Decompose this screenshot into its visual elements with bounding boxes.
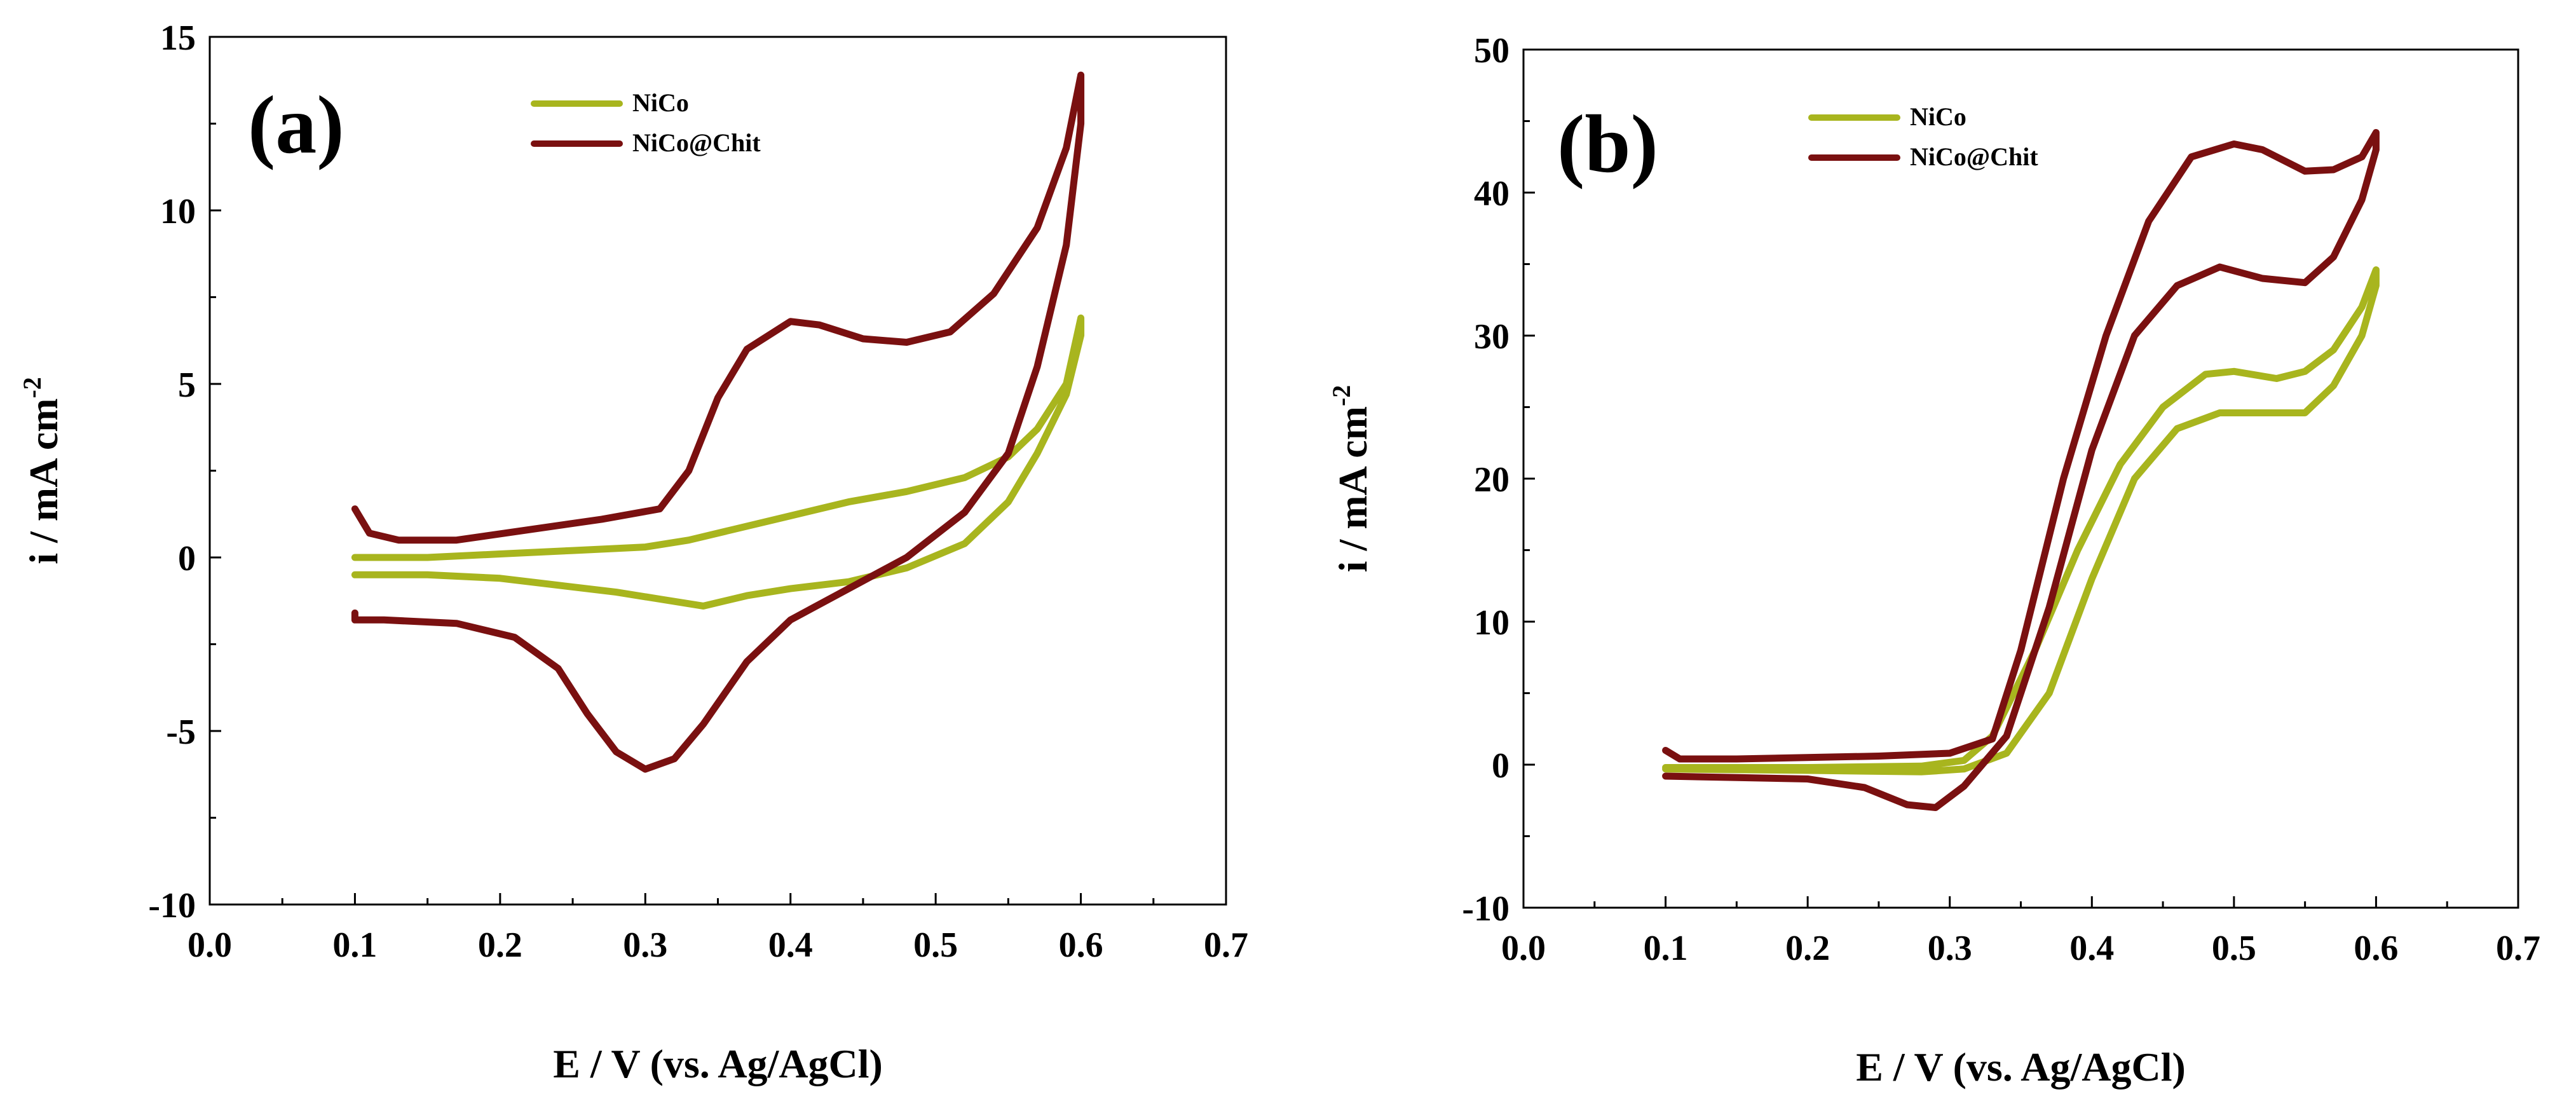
x-tick-label-b: 0.7 (2496, 929, 2540, 968)
series-line-b-nico-chit (1662, 129, 2380, 811)
y-ticks-b: -10 0 10 20 30 40 50 (1462, 31, 1535, 929)
y-tick-label-b: 50 (1474, 31, 1509, 71)
x-tick-label-b: 0.2 (1785, 929, 1830, 968)
y-tick-label-a: 10 (160, 192, 196, 231)
y-tick-label-b: 10 (1474, 603, 1509, 643)
x-tick-label-a: 0.7 (1204, 925, 1248, 965)
x-tick-label-a: 0.0 (187, 925, 232, 965)
x-tick-label-b: 0.3 (1928, 929, 1972, 968)
x-ticks-b: 0.0 0.1 0.2 0.3 0.4 0.5 0.6 0.7 (1501, 896, 2540, 968)
panel-label-a: (a) (248, 79, 344, 171)
y-axis-label-b: i / mA cm-2 (1327, 385, 1375, 573)
y-axis-label-b-main: i / mA cm (1330, 406, 1375, 572)
y-axis-label-a-superscript: -2 (18, 377, 46, 398)
y-tick-label-a: 5 (178, 365, 196, 405)
chart-panel-b: 0.0 0.1 0.2 0.3 0.4 0.5 0.6 0.7 -1001020304050 … (1327, 31, 2540, 1089)
series-group-a (351, 71, 1085, 773)
panel-label-b: (b) (1557, 99, 1658, 190)
y-tick-label-a: -5 (166, 713, 196, 752)
x-tick-label-b: 0.4 (2069, 929, 2114, 968)
y-tick-label-a: 15 (160, 18, 196, 58)
x-tick-label-a: 0.3 (623, 925, 667, 965)
x-axis-label-a: E / V (vs. Ag/AgCl) (553, 1041, 883, 1086)
y-tick-label-a: 0 (178, 539, 196, 578)
x-tick-label-a: 0.2 (478, 925, 522, 965)
chart-panel-a: 0.0 0.1 0.2 0.3 0.4 0.5 0.6 0.7 -10 -5 0 5 10 15 (a)… (18, 18, 1248, 1086)
x-tick-label-a: 0.4 (768, 925, 813, 965)
y-tick-label-b: 20 (1474, 460, 1509, 500)
x-axis-label-b: E / V (vs. Ag/AgCl) (1856, 1044, 2186, 1089)
legend-b: NiCo NiCo@Chit (1808, 102, 2038, 171)
x-tick-label-b: 0.6 (2354, 929, 2398, 968)
legend-b-label-nico-chit: NiCo@Chit (1910, 142, 2038, 171)
x-tick-label-b: 0.0 (1501, 929, 1546, 968)
x-tick-label-b: 0.5 (2212, 929, 2256, 968)
y-tick-label-b: -10 (1462, 889, 1509, 929)
legend-a: NiCo NiCo@Chit (531, 88, 761, 157)
y-tick-label-b: 0 (1492, 746, 1509, 786)
x-tick-label-a: 0.6 (1059, 925, 1103, 965)
legend-a-label-nico: NiCo (632, 88, 689, 117)
series-group-b (1662, 129, 2380, 811)
legend-b-label-nico: NiCo (1910, 102, 1966, 131)
series-line-a-nico-chit (351, 71, 1085, 773)
x-tick-label-a: 0.1 (332, 925, 377, 965)
y-axis-label-b-superscript: -2 (1327, 385, 1356, 406)
y-ticks-a: -10 -5 0 5 10 15 (148, 18, 221, 925)
y-axis-label-a-main: i / mA cm (21, 399, 66, 564)
x-tick-label-b: 0.1 (1644, 929, 1688, 968)
legend-a-label-nico-chit: NiCo@Chit (632, 128, 761, 157)
series-line-a-nico (351, 314, 1085, 610)
y-tick-label-a: -10 (148, 886, 196, 925)
y-tick-label-b: 40 (1474, 174, 1509, 214)
y-axis-label-a: i / mA cm-2 (18, 377, 66, 564)
y-tick-label-b: 30 (1474, 317, 1509, 357)
x-tick-label-a: 0.5 (913, 925, 958, 965)
x-ticks-a: 0.0 0.1 0.2 0.3 0.4 0.5 0.6 0.7 (187, 893, 1248, 965)
